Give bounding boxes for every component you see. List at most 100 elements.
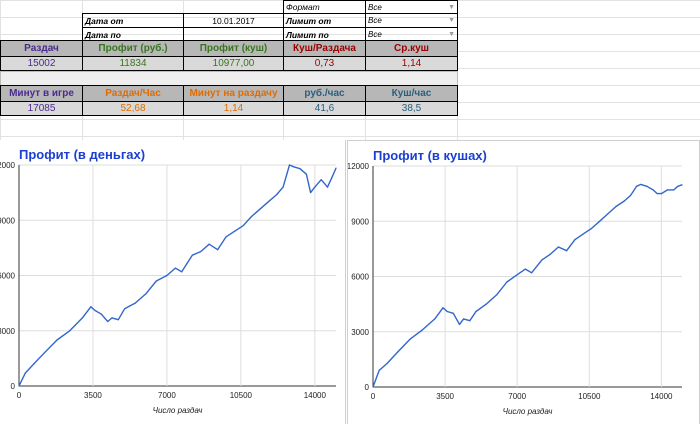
format-label: Формат xyxy=(283,0,366,14)
series-line xyxy=(18,164,337,387)
data-point xyxy=(90,306,92,308)
data-point xyxy=(250,215,253,218)
data-point xyxy=(107,320,109,323)
data-point xyxy=(582,233,584,235)
data-point xyxy=(636,185,638,187)
data-point xyxy=(524,268,527,270)
profit-pots-header: Профит (куш) xyxy=(183,40,284,57)
pots-per-hour-value: 38,5 xyxy=(365,101,458,116)
data-point xyxy=(225,236,227,238)
data-point xyxy=(677,185,679,187)
chart-title: Профит (в кушах) xyxy=(373,148,487,163)
data-point xyxy=(469,320,471,322)
y-tick-label: 6000 xyxy=(0,272,16,281)
pots-per-hand-value: 0,73 xyxy=(283,56,366,71)
data-point xyxy=(326,186,329,188)
data-point xyxy=(242,225,244,227)
data-point xyxy=(200,250,202,253)
data-point xyxy=(288,164,291,166)
data-point xyxy=(557,246,559,248)
data-point xyxy=(623,200,625,202)
data-point xyxy=(134,302,136,304)
data-point xyxy=(181,271,183,273)
data-point xyxy=(124,308,126,310)
limit-from-select[interactable]: Все ▼ xyxy=(365,13,458,28)
separator-row xyxy=(0,71,458,86)
data-point xyxy=(282,186,284,188)
data-point xyxy=(293,166,295,168)
chevron-down-icon: ▼ xyxy=(448,17,455,24)
profit-rub-header: Профит (руб.) xyxy=(82,40,184,57)
y-tick-label: 12000 xyxy=(0,161,16,170)
x-tick-label: 7000 xyxy=(508,392,526,401)
data-point xyxy=(397,351,399,353)
data-point xyxy=(566,250,568,252)
y-tick-label: 6000 xyxy=(351,273,369,282)
data-point xyxy=(145,293,147,295)
chart-panel-money: Профит (в деньгах) 0 3000 6000 9000 12000 0 35… xyxy=(0,140,346,424)
data-point xyxy=(475,310,477,313)
x-tick-label: 10500 xyxy=(578,392,601,401)
data-point xyxy=(646,185,648,187)
data-point xyxy=(615,205,617,208)
y-tick-label: 0 xyxy=(11,382,16,391)
data-point xyxy=(463,318,465,320)
data-point xyxy=(299,168,301,170)
data-point xyxy=(100,313,103,315)
data-point xyxy=(24,372,26,374)
rub-per-hour-value: 41,6 xyxy=(283,101,366,116)
chart-pots: 0 3000 6000 9000 12000 0 3500 7000 10500 14000 Чис… xyxy=(347,162,683,416)
data-point xyxy=(386,362,389,364)
data-point xyxy=(673,189,675,191)
data-point xyxy=(217,249,219,251)
data-point xyxy=(506,281,508,283)
data-point xyxy=(495,294,498,296)
data-point xyxy=(174,267,176,269)
data-point xyxy=(516,274,518,276)
minutes-per-hand-value: 1,14 xyxy=(183,101,284,116)
y-tick-label: 9000 xyxy=(351,217,369,226)
data-point xyxy=(276,193,278,196)
data-point xyxy=(452,312,454,314)
x-tick-label: 0 xyxy=(17,391,22,400)
x-axis-label: Число раздач xyxy=(153,406,203,415)
data-point xyxy=(590,228,592,230)
data-point xyxy=(549,253,551,255)
data-point xyxy=(305,173,307,175)
hands-count-value: 15002 xyxy=(0,56,83,71)
data-point xyxy=(640,183,642,186)
format-select[interactable]: Все ▼ xyxy=(365,0,458,14)
data-point xyxy=(18,385,20,387)
data-point xyxy=(446,310,448,313)
date-from-label: Дата от xyxy=(82,13,184,28)
data-point xyxy=(629,194,632,197)
hands-per-hour-value: 52,68 xyxy=(82,101,184,116)
data-point xyxy=(43,352,45,354)
data-point xyxy=(335,167,337,169)
rub-per-hour-header: руб./час xyxy=(283,85,366,102)
data-point xyxy=(310,192,312,194)
data-point xyxy=(530,272,533,274)
data-point xyxy=(409,338,411,340)
chart-panel-pots: Профит (в кушах) 0 3000 6000 9000 12000 0 3500… xyxy=(347,140,700,424)
data-point xyxy=(331,177,333,179)
date-from-input[interactable]: 10.01.2017 xyxy=(183,13,284,28)
data-point xyxy=(233,230,236,232)
y-tick-label: 12000 xyxy=(348,162,370,171)
data-point xyxy=(666,189,669,191)
pots-per-hand-header: Куш/Раздача xyxy=(283,40,366,57)
data-point xyxy=(69,330,71,332)
pots-per-hour-header: Куш/час xyxy=(365,85,458,102)
hands-per-hour-header: Раздач/Час xyxy=(82,85,184,102)
data-point xyxy=(259,208,261,210)
data-point xyxy=(434,318,436,320)
minutes-per-hand-header: Минут на раздачу xyxy=(183,85,284,102)
data-point xyxy=(267,201,269,203)
data-point xyxy=(191,254,193,256)
data-point xyxy=(117,319,119,321)
data-point xyxy=(660,193,662,195)
data-point xyxy=(574,239,576,241)
data-point xyxy=(208,243,210,245)
data-point xyxy=(81,317,83,319)
hands-count-header: Раздач xyxy=(0,40,83,57)
